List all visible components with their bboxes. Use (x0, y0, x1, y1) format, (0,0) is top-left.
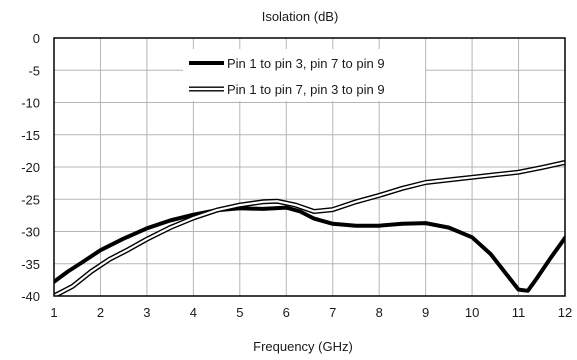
legend-label-1: Pin 1 to pin 3, pin 7 to pin 9 (227, 56, 385, 71)
series-line-1 (54, 205, 565, 293)
x-tick-label: 5 (236, 305, 243, 320)
x-tick-label: 3 (143, 305, 150, 320)
x-tick-label: 11 (512, 305, 526, 320)
x-tick-label: 2 (97, 305, 104, 320)
series-line-2 (54, 161, 565, 296)
series-line-2-outline (54, 160, 565, 296)
x-tick-label: 8 (376, 305, 383, 320)
y-tick-label: -30 (21, 225, 40, 240)
legend-label-2: Pin 1 to pin 7, pin 3 to pin 9 (227, 82, 385, 97)
plot-area (53, 37, 566, 297)
y-tick-label: -35 (21, 257, 40, 272)
x-axis-title: Frequency (GHz) (253, 339, 353, 354)
y-tick-label: -5 (28, 63, 40, 78)
x-tick-label: 12 (558, 305, 572, 320)
x-tick-label: 10 (465, 305, 479, 320)
legend-background (183, 49, 425, 101)
x-tick-label: 1 (50, 305, 57, 320)
series-layer (54, 160, 565, 296)
x-tick-label: 4 (190, 305, 197, 320)
y-axis-title: Isolation (dB) (262, 9, 339, 24)
y-tick-label: -10 (21, 96, 40, 111)
y-tick-label: -20 (21, 160, 40, 175)
y-tick-label: 0 (33, 31, 40, 46)
x-tick-label: 6 (283, 305, 290, 320)
y-tick-label: -25 (21, 192, 40, 207)
legend: Pin 1 to pin 3, pin 7 to pin 9 Pin 1 to p… (183, 49, 425, 101)
x-tick-label: 7 (329, 305, 336, 320)
y-tick-label: -15 (21, 128, 40, 143)
y-tick-label: -40 (21, 289, 40, 304)
tick-labels: 1 2 3 4 5 6 7 8 9 10 11 120-5-10-15-20-25-30-35-40 (21, 31, 572, 320)
x-tick-label: 9 (422, 305, 429, 320)
